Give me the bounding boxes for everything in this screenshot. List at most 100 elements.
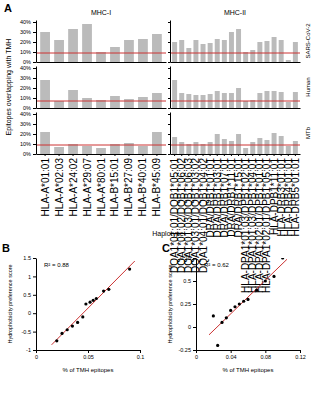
y-tick-mark: [168, 32, 170, 33]
y-tick-mark: [33, 134, 36, 135]
plot-area: [170, 133, 300, 154]
point: [88, 301, 91, 304]
bar: [243, 101, 248, 108]
y-tick-label: 10%: [20, 141, 31, 147]
bar: [222, 139, 227, 154]
x-tick-mark: [114, 154, 115, 156]
bar: [293, 42, 298, 62]
x-tick-label: 0.1: [137, 354, 145, 360]
reference-line: [36, 145, 166, 146]
y-tick-label: 0.25: [180, 301, 191, 307]
y-tick-mark: [168, 42, 170, 43]
y-tick: 40%: [20, 65, 36, 71]
y-tick-label: 20%: [20, 39, 31, 45]
bar: [286, 102, 291, 108]
y-axis: [168, 21, 171, 63]
y-tick-label: 0: [188, 324, 191, 330]
plot-area: [209, 258, 287, 347]
bar-panel: DQA1*01:01/DQB1*05:01DQA1*01:02/DQB1*06:…: [168, 113, 301, 293]
y-axis-line: [170, 21, 171, 63]
x-tick-mark: [259, 154, 260, 156]
y-tick-mark: [168, 52, 170, 53]
y-axis-title: Hydrophobicity preference score: [7, 264, 13, 343]
y-tick-mark: [168, 154, 170, 155]
row-label: SARS-CoV-2: [305, 23, 311, 59]
point: [212, 314, 215, 317]
x-tick: 0.08: [260, 350, 271, 360]
x-tick-mark: [295, 154, 296, 156]
annotation: R² = 0.62: [204, 262, 230, 268]
y-tick: 0.25: [180, 301, 196, 307]
bar: [286, 60, 291, 62]
regression-line: [52, 261, 135, 345]
bar: [264, 91, 269, 108]
row-label: Human: [305, 77, 311, 96]
y-tick-label: 0.5: [23, 292, 31, 298]
x-tick: 0.1: [137, 350, 145, 360]
x-tick: HLA-A*24:02: [68, 154, 79, 216]
x-axis: 00.050.1: [35, 350, 144, 360]
x-tick-label: HLA-B*40:01: [137, 158, 148, 217]
y-tick: 40%: [20, 111, 36, 117]
x-tick-mark: [88, 350, 89, 353]
y-tick: [168, 78, 170, 79]
y-axis: 0%10%20%30%40%: [20, 19, 37, 65]
y-axis: 0%10%20%30%40%: [20, 111, 37, 157]
x-tick-label: 0.04: [226, 354, 237, 360]
scatter-panel: -1-0.500.511.500.050.1% of TMH epitopesH…: [7, 255, 144, 373]
x-tick: 0: [195, 350, 198, 360]
y-tick: [168, 124, 170, 125]
y-tick-label: 20%: [20, 85, 31, 91]
x-tick-mark: [245, 154, 246, 156]
y-tick: 1.5: [23, 255, 36, 261]
x-tick-label: HLA-A*01:01: [40, 158, 51, 217]
y-tick-mark: [168, 98, 170, 99]
y-tick-mark: [193, 304, 196, 305]
bar: [236, 88, 241, 108]
bar: [257, 42, 262, 62]
x-axis-title: % of TMH epitopes: [223, 367, 274, 373]
y-tick-mark: [33, 114, 36, 115]
y-tick-label: 1: [28, 274, 31, 280]
point: [92, 299, 95, 302]
point: [255, 289, 258, 292]
bar: [279, 40, 284, 62]
point: [71, 324, 74, 327]
y-tick-mark: [33, 332, 36, 333]
x-tick-label: HLA-B*45:09: [151, 158, 162, 217]
bar: [264, 41, 269, 62]
plot-area: [170, 29, 300, 62]
point: [281, 258, 284, 260]
y-tick-label: 40%: [20, 111, 31, 117]
x-tick-label: 0.05: [83, 354, 94, 360]
panel-label: A: [4, 2, 12, 14]
x-axis-line: [37, 62, 167, 63]
y-tick: [168, 32, 170, 33]
y-tick: 0: [28, 310, 36, 316]
plot-area: [170, 80, 300, 108]
bar-panel: 0%10%20%30%40%: [20, 19, 167, 65]
point: [102, 290, 105, 293]
bar: [82, 98, 92, 108]
x-tick-mark: [188, 154, 189, 156]
y-tick-mark: [168, 78, 170, 79]
y-axis-line: [170, 113, 171, 155]
bar: [264, 140, 269, 154]
reference-line: [36, 53, 166, 54]
y-tick: 20%: [20, 131, 36, 137]
y-tick: [168, 88, 170, 89]
bar: [250, 142, 255, 154]
bar: [229, 32, 234, 62]
x-tick: HLA-B*45:09: [151, 154, 162, 216]
y-tick-mark: [33, 68, 36, 69]
point: [216, 344, 219, 347]
x-axis-line: [197, 350, 301, 351]
plot-area: [36, 24, 166, 62]
y-axis-line: [36, 67, 37, 109]
y-tick: [168, 134, 170, 135]
bar: [222, 40, 227, 62]
x-tick-mark: [266, 154, 267, 156]
x-tick-label: HLA-A*02:03: [54, 158, 65, 217]
x-axis-line: [171, 62, 301, 63]
bar: [279, 92, 284, 108]
